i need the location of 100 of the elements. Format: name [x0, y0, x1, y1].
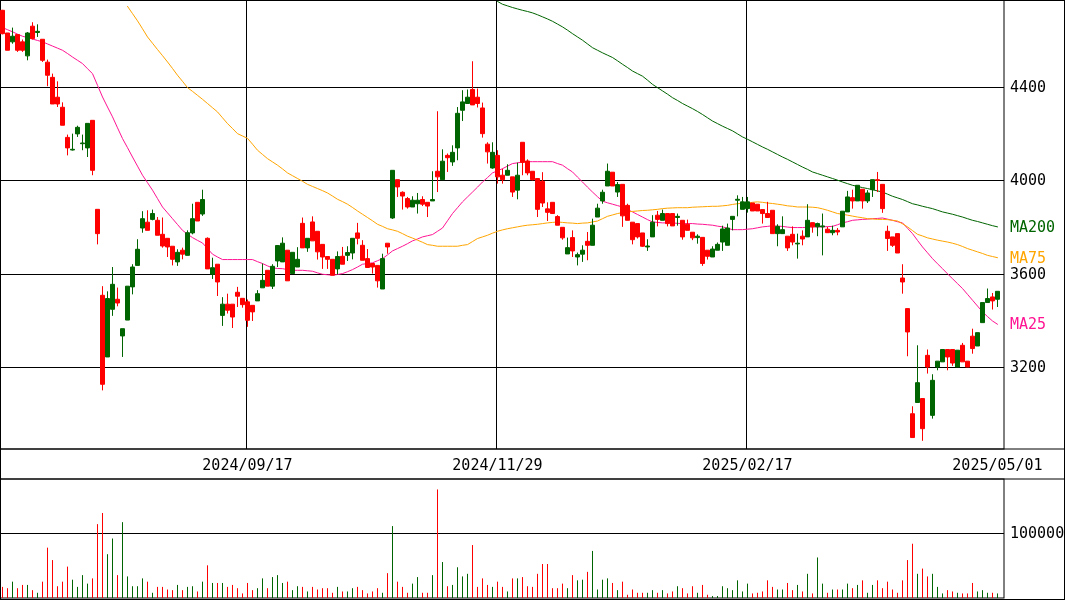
candlestick	[590, 218, 595, 246]
candlestick	[285, 249, 290, 282]
candlestick	[485, 141, 490, 165]
line-series	[2, 27, 998, 325]
candlestick	[690, 231, 695, 241]
candlestick	[210, 257, 215, 280]
candlestick	[735, 194, 740, 217]
candlestick	[830, 225, 835, 236]
candlestick	[850, 189, 855, 210]
candlestick	[555, 214, 560, 226]
y-tick-label: 3600	[1010, 264, 1047, 283]
candlestick	[70, 133, 75, 151]
candlestick	[910, 405, 915, 439]
candlestick	[650, 214, 655, 238]
candlestick	[90, 119, 95, 176]
candlestick	[235, 286, 240, 308]
candlestick	[135, 238, 140, 266]
candlestick	[455, 106, 460, 161]
candlestick	[930, 373, 935, 420]
candlestick	[905, 308, 910, 357]
candlestick	[480, 102, 485, 139]
y-tick-label: 4400	[1010, 77, 1047, 96]
candlestick	[805, 203, 810, 238]
candlestick	[505, 163, 510, 176]
candlestick	[95, 208, 100, 245]
candlestick	[810, 222, 815, 234]
candlestick	[615, 181, 620, 198]
series-label: MA25	[1010, 315, 1047, 334]
candlestick	[395, 179, 400, 198]
candlestick	[925, 348, 930, 375]
candlestick	[880, 183, 885, 214]
candlestick	[870, 179, 875, 198]
candlestick	[30, 21, 35, 41]
candlestick	[100, 285, 105, 391]
candlestick	[515, 162, 520, 200]
candlestick	[795, 233, 800, 260]
candlestick	[45, 59, 50, 87]
candlestick	[25, 31, 30, 61]
candlestick	[400, 190, 405, 211]
candlestick	[305, 237, 310, 253]
candlestick	[145, 209, 150, 231]
candlestick	[140, 210, 145, 234]
candlestick	[825, 226, 830, 234]
candlestick	[565, 237, 570, 255]
x-tick-label: 2025/02/17	[702, 456, 793, 474]
candlestick	[390, 169, 395, 220]
candlestick	[75, 125, 80, 138]
candlestick	[915, 344, 920, 404]
candlestick	[800, 229, 805, 246]
y-tick-label: 100000	[1010, 523, 1065, 542]
candlestick	[970, 328, 975, 355]
candlestick	[385, 242, 390, 255]
candlestick	[570, 229, 575, 258]
candlestick	[510, 176, 515, 198]
candlestick	[610, 171, 615, 187]
candlestick	[855, 184, 860, 202]
x-tick-label: 2025/05/01	[952, 456, 1043, 474]
candlestick	[355, 222, 360, 245]
candlestick	[860, 188, 865, 210]
x-tick-label: 2024/11/29	[452, 456, 543, 474]
candlestick	[200, 189, 205, 217]
y-tick-label: 3200	[1010, 358, 1047, 377]
line-series	[127, 5, 998, 259]
candlestick	[220, 296, 225, 327]
candlestick	[175, 248, 180, 267]
candlestick	[260, 263, 265, 289]
candlestick	[120, 328, 125, 358]
candlestick	[655, 210, 660, 227]
candlestick	[115, 287, 120, 307]
candlestick	[595, 203, 600, 218]
candlestick	[335, 250, 340, 275]
candlestick	[920, 398, 925, 442]
candlestick	[300, 217, 305, 249]
candlestick	[695, 233, 700, 245]
candlestick	[265, 269, 270, 287]
candlestick	[900, 263, 905, 295]
candlestick	[975, 332, 980, 347]
candlestick	[730, 215, 735, 231]
candlestick	[380, 253, 385, 290]
candlestick	[995, 290, 1000, 308]
candlestick	[875, 171, 880, 193]
y-tick-label: 4000	[1010, 171, 1047, 190]
candlestick	[560, 226, 565, 241]
candlestick	[490, 141, 495, 170]
candlestick	[270, 263, 275, 290]
line-series	[497, 0, 998, 228]
candlestick	[60, 101, 65, 126]
candlestick	[40, 38, 45, 63]
candlestick	[35, 23, 40, 38]
x-tick-label: 2024/09/17	[202, 456, 293, 474]
candlestick	[600, 189, 605, 205]
candlestick	[255, 289, 260, 302]
candlestick	[585, 231, 590, 261]
candlestick	[405, 196, 410, 210]
candlestick	[180, 247, 185, 260]
candlestick	[340, 246, 345, 265]
candlestick	[435, 110, 440, 193]
candlestick	[835, 227, 840, 236]
candlestick	[150, 209, 155, 221]
candlestick	[955, 349, 960, 368]
